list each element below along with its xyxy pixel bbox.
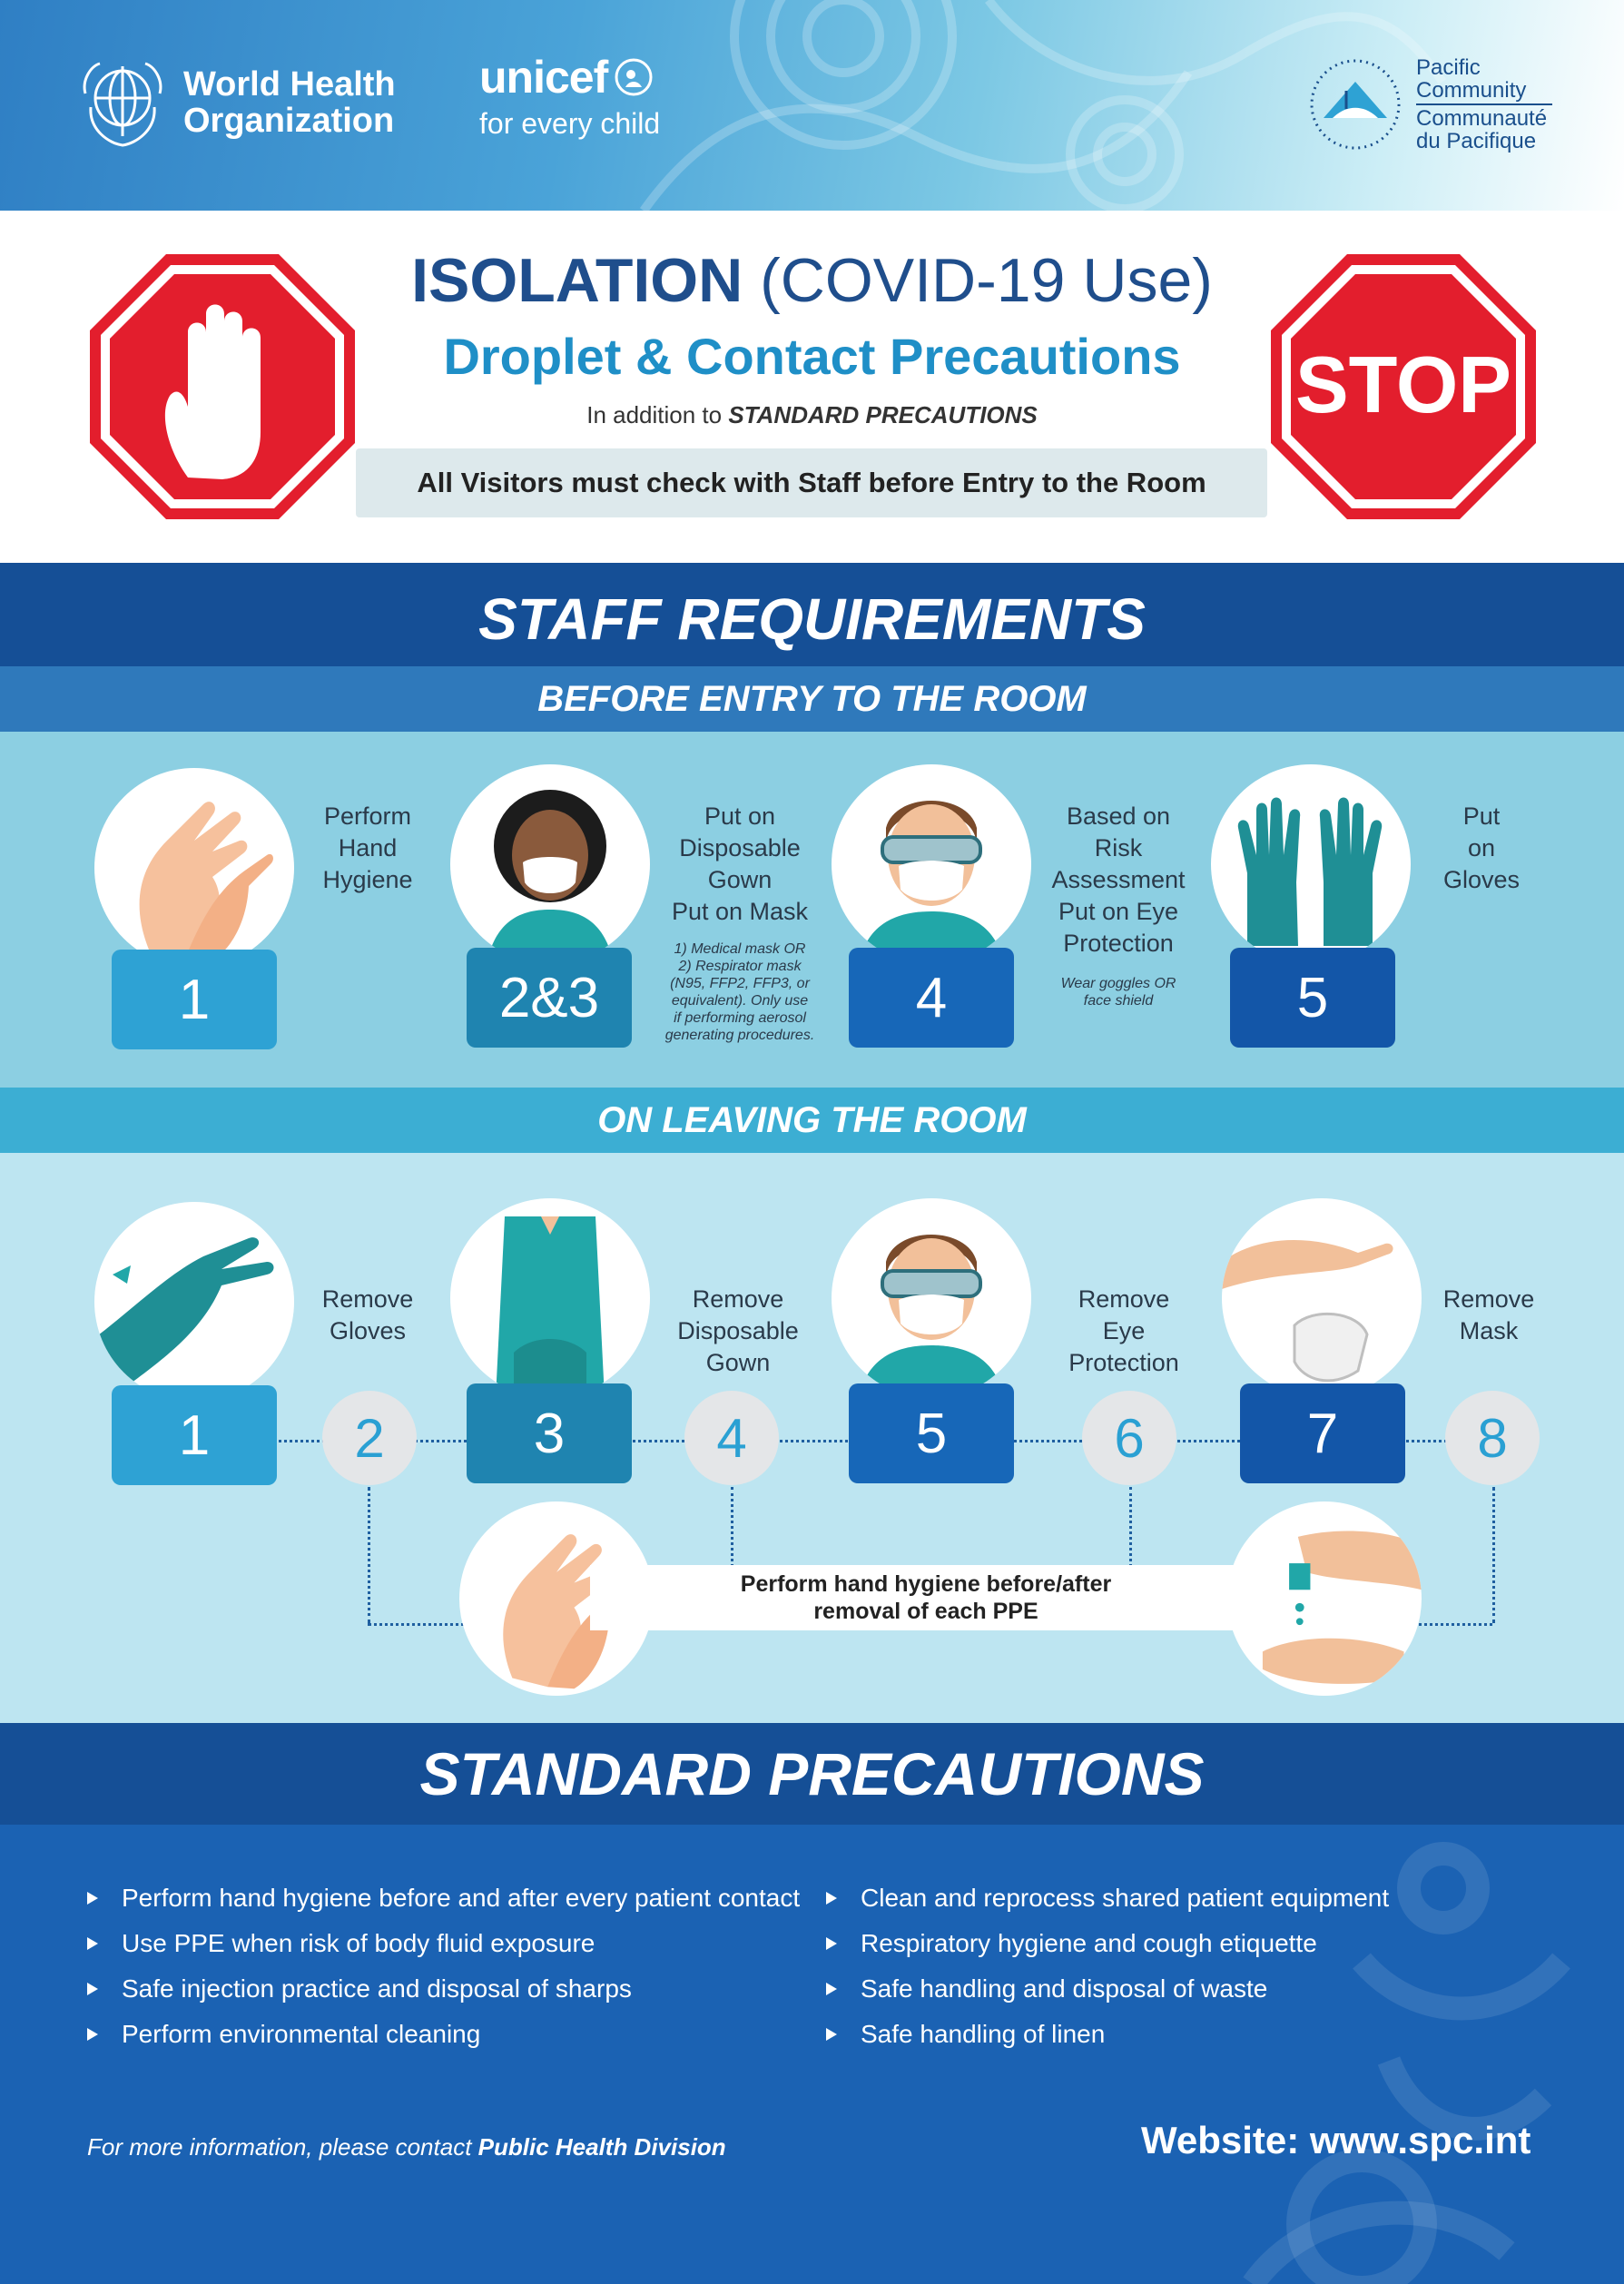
stop-hand-icon — [90, 254, 355, 519]
unicef-logo: unicef for every child — [479, 51, 660, 141]
before-entry-heading: BEFORE ENTRY TO THE ROOM — [0, 666, 1624, 732]
on-leaving-heading: ON LEAVING THE ROOM — [0, 1088, 1624, 1153]
spc-name-line2: Community — [1416, 78, 1527, 103]
before-step-number: 1 — [112, 950, 277, 1049]
page-subtitle: Droplet & Contact Precautions — [443, 328, 1181, 385]
list-item-text: Perform hand hygiene before and after ev… — [122, 1884, 801, 1912]
who-logo: World Health Organization — [73, 53, 396, 153]
list-item-text: Safe handling and disposal of waste — [861, 1974, 1268, 2003]
leaving-step-text: Remove Eye Protection — [1068, 1285, 1179, 1376]
goggles-icon — [832, 764, 1031, 964]
list-item: Use PPE when risk of body fluid exposure — [87, 1921, 800, 1966]
precautions-list-right: Clean and reprocess shared patient equip… — [826, 1875, 1389, 2057]
spc-emblem-icon — [1310, 59, 1401, 150]
connector-line — [368, 1623, 477, 1626]
unicef-tagline: for every child — [479, 107, 661, 140]
list-item: Safe injection practice and disposal of … — [87, 1966, 800, 2012]
list-item: Respiratory hygiene and cough etiquette — [826, 1921, 1389, 1966]
precautions-list-left: Perform hand hygiene before and after ev… — [87, 1875, 800, 2057]
unicef-emblem-icon — [615, 58, 653, 96]
leaving-step-text: Remove Gloves — [321, 1285, 414, 1344]
leaving-step-text: Remove Disposable Gown — [677, 1285, 799, 1376]
goggles-icon — [832, 1198, 1031, 1398]
spc-name-line3: Communauté — [1416, 106, 1548, 131]
gloves-icon — [94, 1202, 294, 1402]
footer-contact-prefix: For more information, please contact — [87, 2133, 478, 2161]
mask-icon — [1222, 1198, 1422, 1398]
before-entry-panel: 1 Perform Hand Hygiene 2&3 Put on Disposabl… — [0, 732, 1624, 1088]
list-item: Perform environmental cleaning — [87, 2012, 800, 2057]
footer-contact-emph: Public Health Division — [477, 2133, 726, 2161]
list-item: Safe handling of linen — [826, 2012, 1389, 2057]
spc-name-line1: Pacific — [1416, 55, 1481, 80]
list-item: Perform hand hygiene before and after ev… — [87, 1875, 800, 1921]
hygiene-step-number: 8 — [1445, 1391, 1540, 1485]
before-step-number: 4 — [849, 948, 1014, 1048]
header-banner: World Health Organization unicef for eve… — [0, 0, 1624, 211]
before-step-text: Based on Risk Assessment Put on Eye Protecti… — [1051, 802, 1186, 957]
before-step-note: 1) Medical mask OR 2) Respirator mask (N95… — [664, 941, 815, 1043]
connector-line — [368, 1487, 370, 1623]
gloves-icon — [1211, 764, 1411, 964]
on-leaving-panel: 1 Remove Gloves 3 Remove Disposable Gown 5 … — [0, 1153, 1624, 1723]
hand-wash-icon — [94, 768, 294, 968]
standard-precautions-panel: Perform hand hygiene before and after ev… — [0, 1825, 1624, 2284]
list-item-text: Use PPE when risk of body fluid exposure — [122, 1929, 595, 1957]
page-title: ISOLATION (COVID-19 Use) — [0, 245, 1624, 316]
title-bold: ISOLATION — [411, 246, 743, 315]
gown-icon — [450, 1198, 650, 1398]
leaving-step-text: Remove Mask — [1442, 1285, 1535, 1344]
title-note-emph: STANDARD PRECAUTIONS — [728, 401, 1038, 428]
connector-line — [1492, 1487, 1495, 1623]
who-emblem-icon — [83, 62, 162, 147]
unicef-name: unicef — [479, 52, 608, 103]
stop-sign-icon: STOP — [1271, 254, 1536, 519]
leaving-step-number: 3 — [467, 1383, 632, 1483]
before-step-number: 5 — [1230, 948, 1395, 1048]
list-item: Safe handling and disposal of waste — [826, 1966, 1389, 2012]
mask-icon — [450, 764, 650, 964]
list-item-text: Respiratory hygiene and cough etiquette — [861, 1929, 1317, 1957]
before-step-text: Put on Gloves — [1442, 802, 1521, 893]
spc-name-line4: du Pacifique — [1416, 129, 1537, 153]
title-area: ISOLATION (COVID-19 Use) Droplet & Conta… — [0, 211, 1624, 563]
staff-requirements-heading: STAFF REQUIREMENTS — [0, 563, 1624, 666]
connector-line — [731, 1487, 733, 1567]
before-step-note: Wear goggles OR face shield — [1060, 976, 1176, 1009]
hygiene-step-number: 4 — [684, 1391, 779, 1485]
leaving-step-number: 1 — [112, 1385, 277, 1485]
hygiene-reminder: Perform hand hygiene before/after removal… — [590, 1565, 1262, 1630]
who-name-line2: Organization — [183, 102, 395, 140]
list-item-text: Safe handling of linen — [861, 2020, 1106, 2048]
before-step-text: Perform Hand Hygiene — [322, 802, 413, 893]
footer-contact: For more information, please contact Pub… — [87, 2133, 726, 2161]
decorative-swirl-pattern — [639, 0, 1447, 211]
title-note-prefix: In addition to — [586, 401, 729, 428]
connector-line — [1129, 1487, 1132, 1567]
leaving-step-number: 5 — [849, 1383, 1014, 1483]
standard-precautions-heading: STANDARD PRECAUTIONS — [0, 1723, 1624, 1825]
leaving-step-number: 7 — [1240, 1383, 1405, 1483]
list-item-text: Clean and reprocess shared patient equip… — [861, 1884, 1390, 1912]
hygiene-step-number: 6 — [1082, 1391, 1176, 1485]
visitors-notice: All Visitors must check with Staff befor… — [356, 448, 1267, 517]
footer-website[interactable]: Website: www.spc.int — [1141, 2119, 1531, 2161]
list-item: Clean and reprocess shared patient equip… — [826, 1875, 1389, 1921]
list-item-text: Safe injection practice and disposal of … — [122, 1974, 632, 2003]
before-step-text: Put on Disposable Gown Put on Mask — [671, 802, 809, 925]
hygiene-step-number: 2 — [322, 1391, 417, 1485]
before-step-number: 2&3 — [467, 948, 632, 1048]
list-item-text: Perform environmental cleaning — [122, 2020, 481, 2048]
who-name-line1: World Health — [183, 65, 396, 103]
title-note: In addition to STANDARD PRECAUTIONS — [0, 401, 1624, 429]
title-rest: (COVID-19 Use) — [743, 246, 1213, 315]
stop-sign-text: STOP — [1295, 340, 1511, 429]
sanitizer-icon — [1227, 1501, 1422, 1696]
connector-line — [1380, 1623, 1492, 1626]
decorative-figures-pattern — [1243, 1842, 1570, 2284]
spc-logo: Pacific Community Communauté du Pacifiqu… — [1305, 54, 1552, 154]
